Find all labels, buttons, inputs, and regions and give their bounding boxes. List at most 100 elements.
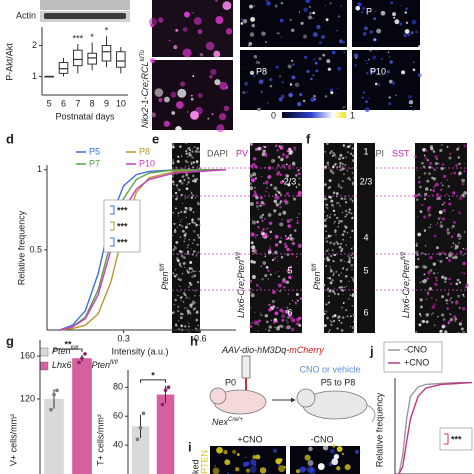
cell <box>199 52 204 57</box>
cell <box>278 465 286 473</box>
cell <box>334 164 336 166</box>
cell <box>436 193 440 197</box>
cell <box>184 238 186 240</box>
cell <box>300 245 302 248</box>
cell <box>430 296 433 299</box>
cell <box>423 265 428 269</box>
cell <box>186 223 189 225</box>
cell <box>207 117 210 120</box>
cell <box>306 466 314 474</box>
cell <box>290 28 295 32</box>
cell <box>259 287 262 289</box>
cell <box>325 217 328 220</box>
cell <box>423 273 426 276</box>
cell <box>360 11 364 14</box>
cell <box>266 187 268 189</box>
cell <box>435 182 439 187</box>
cell <box>179 224 181 227</box>
cell <box>275 320 279 323</box>
blot-label: Actin <box>16 10 36 20</box>
cell <box>421 203 424 206</box>
cell <box>240 18 244 21</box>
cell <box>462 330 466 334</box>
cell <box>274 250 278 255</box>
bracket <box>444 433 449 445</box>
cell <box>330 199 334 203</box>
cell <box>262 228 265 231</box>
cell <box>260 200 264 205</box>
cell <box>439 188 443 192</box>
cell <box>414 155 417 158</box>
layer-label: 5 <box>363 265 368 275</box>
cell <box>190 196 194 199</box>
y-axis-label: T+ cells/mm² <box>95 414 105 466</box>
cell <box>299 297 303 300</box>
cell <box>426 208 431 213</box>
cell <box>353 53 359 58</box>
age-window: P5 to P8 <box>321 377 356 387</box>
cell <box>295 174 298 177</box>
cell <box>443 174 447 179</box>
cell <box>313 58 316 61</box>
label-bg <box>357 143 375 333</box>
cell <box>182 256 186 260</box>
cell <box>267 145 269 147</box>
cell <box>188 266 192 270</box>
bracket <box>110 237 115 247</box>
cell <box>232 449 237 454</box>
cell <box>350 263 354 267</box>
cell <box>279 173 282 176</box>
cell <box>280 1 284 5</box>
cell <box>180 155 183 157</box>
cell <box>365 59 368 62</box>
point <box>163 388 168 393</box>
cell <box>273 186 278 191</box>
y-axis-label: Relative frequency <box>374 392 384 467</box>
cell <box>333 207 335 209</box>
schematic <box>209 355 376 423</box>
cell <box>362 32 367 36</box>
cell <box>285 163 288 166</box>
virus: AAV-dio-hM3Dq- <box>221 345 289 355</box>
cell <box>373 38 376 42</box>
cell <box>173 274 176 277</box>
cell <box>299 11 301 13</box>
cell <box>423 172 427 175</box>
cell <box>197 150 200 153</box>
cell <box>249 186 254 191</box>
cell <box>295 469 300 474</box>
cell <box>256 234 259 237</box>
cell <box>179 221 182 223</box>
cell <box>446 302 448 305</box>
cell <box>344 105 346 107</box>
cell <box>441 295 445 299</box>
cell <box>182 48 192 58</box>
cell <box>424 156 428 160</box>
y-tick-label: 160 <box>20 350 35 360</box>
cell <box>270 238 272 240</box>
cell <box>463 170 466 173</box>
cell <box>309 12 312 15</box>
cell <box>367 97 370 100</box>
cell <box>426 179 430 183</box>
cell <box>180 299 182 301</box>
cell <box>441 203 444 206</box>
cell <box>188 222 191 225</box>
cell <box>325 265 327 267</box>
cell <box>463 272 466 275</box>
cell <box>346 232 349 234</box>
cell <box>287 316 290 319</box>
condition-label: -CNO <box>311 434 334 444</box>
cell <box>347 260 351 264</box>
cell <box>286 219 291 224</box>
cell <box>270 319 273 322</box>
cell <box>171 234 173 237</box>
cell <box>372 55 377 60</box>
cell <box>336 446 343 452</box>
cell <box>443 201 446 204</box>
cell <box>222 1 232 11</box>
cell <box>210 68 217 76</box>
cell <box>410 55 412 57</box>
cell <box>194 290 196 292</box>
cell <box>416 242 418 244</box>
